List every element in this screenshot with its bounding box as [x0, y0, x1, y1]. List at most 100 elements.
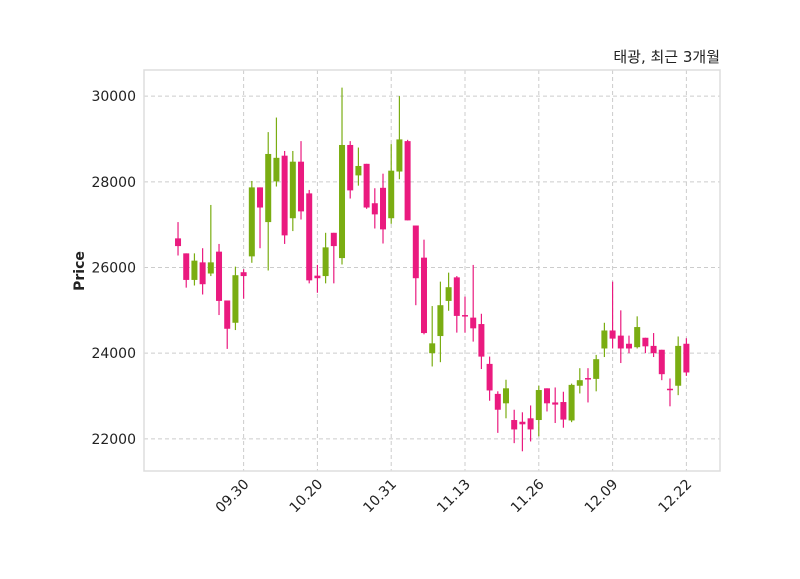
x-tick-label: 11.26 [508, 476, 548, 516]
candle-body [289, 161, 296, 219]
candle-down [609, 281, 616, 349]
candle-up [576, 368, 583, 394]
candle-up [568, 383, 575, 423]
candle-body [388, 170, 395, 219]
candle-body [306, 193, 313, 281]
candle-down [371, 188, 378, 229]
candle-down [658, 349, 665, 381]
candle-up [445, 272, 452, 311]
candle-body [519, 421, 526, 425]
candle-body [535, 390, 542, 421]
candle-body [478, 324, 485, 357]
candle-body [502, 388, 509, 404]
candle-down [421, 239, 428, 335]
candle-body [404, 141, 411, 221]
candle-body [634, 327, 641, 348]
candle-down [650, 333, 657, 358]
y-tick-label: 30000 [91, 89, 136, 105]
candle-body [363, 163, 370, 208]
candle-body [216, 251, 223, 301]
plot-frame [143, 69, 721, 472]
candle-body [658, 349, 665, 375]
candle-body [453, 277, 460, 316]
candle-body [175, 238, 182, 247]
candle-body [650, 345, 657, 354]
candle-body [355, 165, 362, 176]
candle-up [322, 232, 329, 284]
candle-up [207, 204, 214, 277]
plot-background [144, 70, 720, 471]
candle-down [257, 187, 264, 249]
y-tick-label: 26000 [91, 261, 136, 277]
candle-body [191, 260, 198, 280]
candle-body [642, 337, 649, 347]
candle-up [273, 117, 280, 187]
candle-down [306, 189, 313, 284]
candle-body [224, 300, 231, 329]
candle-body [199, 262, 206, 285]
y-tick-label: 24000 [91, 346, 136, 362]
candle-down [584, 368, 591, 403]
candle-body [445, 287, 452, 301]
candle-body [543, 388, 550, 404]
x-tick-label: 12.09 [582, 477, 622, 517]
candle-down [543, 388, 550, 412]
candle-body [273, 157, 280, 182]
grid-lines [144, 70, 720, 471]
candle-down [412, 225, 419, 306]
candle-body [666, 388, 673, 391]
candle-down [560, 391, 567, 428]
candle-up [355, 147, 362, 186]
candle-body [683, 343, 690, 373]
candle-down [298, 141, 305, 220]
candle-body [281, 155, 288, 236]
candle-down [404, 139, 411, 221]
candle-down [224, 300, 231, 349]
x-axis-ticks: 09.30 10.20 10.31 11.13 11.26 12.09 12.22 [213, 476, 695, 516]
y-axis-ticks: 22000 24000 26000 28000 30000 [91, 89, 136, 448]
candle-body [240, 272, 247, 277]
y-tick-label: 28000 [91, 175, 136, 191]
candle-down [199, 248, 206, 295]
candle-down [240, 269, 247, 299]
candle-body [396, 139, 403, 172]
candle-body [330, 232, 337, 247]
candle-up [396, 96, 403, 180]
candle-body [486, 363, 493, 391]
candle-body [675, 345, 682, 386]
candle-body [584, 378, 591, 380]
candles [175, 87, 690, 452]
candle-down [527, 405, 534, 442]
candle-body [462, 315, 469, 317]
candle-up [535, 385, 542, 437]
candle-down [363, 163, 370, 209]
candle-body [576, 380, 583, 386]
candle-body [248, 187, 255, 257]
candle-up [191, 253, 198, 286]
candle-body [437, 305, 444, 337]
candle-body [617, 335, 624, 349]
candle-body [494, 393, 501, 410]
candle-down [380, 173, 387, 244]
candle-up [339, 87, 346, 265]
y-axis-label: Price [72, 251, 88, 291]
candle-up [634, 316, 641, 349]
candle-body [298, 161, 305, 212]
candle-up [675, 336, 682, 396]
candle-body [560, 402, 567, 420]
candle-down [666, 378, 673, 407]
candle-down [625, 335, 632, 354]
candle-down [175, 222, 182, 256]
candle-up [437, 281, 444, 363]
candle-body [511, 420, 518, 430]
candle-down [281, 150, 288, 244]
candle-body [609, 330, 616, 339]
candle-body [527, 418, 534, 430]
candle-body [429, 343, 436, 354]
candle-body [625, 343, 632, 349]
candle-body [347, 144, 354, 191]
candle-up [593, 354, 600, 392]
candle-body [265, 153, 272, 223]
candle-down [494, 391, 501, 433]
candle-body [339, 144, 346, 259]
